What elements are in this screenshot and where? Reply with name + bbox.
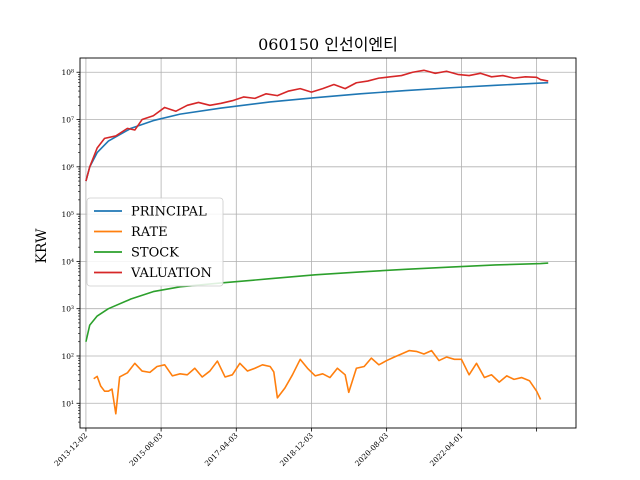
- y-axis-label: KRW: [34, 228, 50, 264]
- x-tick-label: 2015-08-03: [128, 431, 165, 468]
- legend-label-valuation: VALUATION: [130, 266, 212, 281]
- y-tick-label: 10³: [61, 305, 74, 314]
- series-line-rate: [93, 349, 542, 415]
- x-tick-label: 2017-04-03: [203, 431, 240, 468]
- x-tick-label: 2022-04-01: [428, 431, 465, 468]
- legend-label-stock: STOCK: [131, 246, 179, 261]
- y-tick-label: 10⁷: [61, 116, 74, 125]
- y-tick-label: 10⁴: [61, 257, 74, 266]
- grid: [80, 58, 576, 428]
- y-tick-label: 10⁵: [61, 210, 74, 219]
- plot-area: [79, 57, 577, 429]
- series-line-principal: [85, 81, 549, 182]
- legend-label-rate: RATE: [131, 225, 168, 240]
- legend-label-principal: PRINCIPAL: [131, 205, 207, 220]
- y-tick-label: 10⁶: [61, 163, 74, 172]
- legend-box: [86, 197, 224, 287]
- series-line-valuation: [85, 69, 549, 182]
- chart-title: 060150 인선이엔티: [258, 35, 398, 54]
- series-lines: [85, 69, 549, 415]
- x-tick-label: 2013-12-02: [52, 431, 89, 468]
- y-tick-label: 10¹: [61, 399, 74, 408]
- x-tick-label: 2020-08-03: [353, 431, 390, 468]
- x-tick-label: 2018-12-03: [278, 431, 315, 468]
- series-line-stock: [85, 262, 549, 342]
- y-tick-label: 10²: [61, 352, 74, 361]
- legend: PRINCIPAL RATE STOCK VALUATION: [86, 197, 224, 287]
- y-tick-label: 10⁸: [61, 68, 74, 77]
